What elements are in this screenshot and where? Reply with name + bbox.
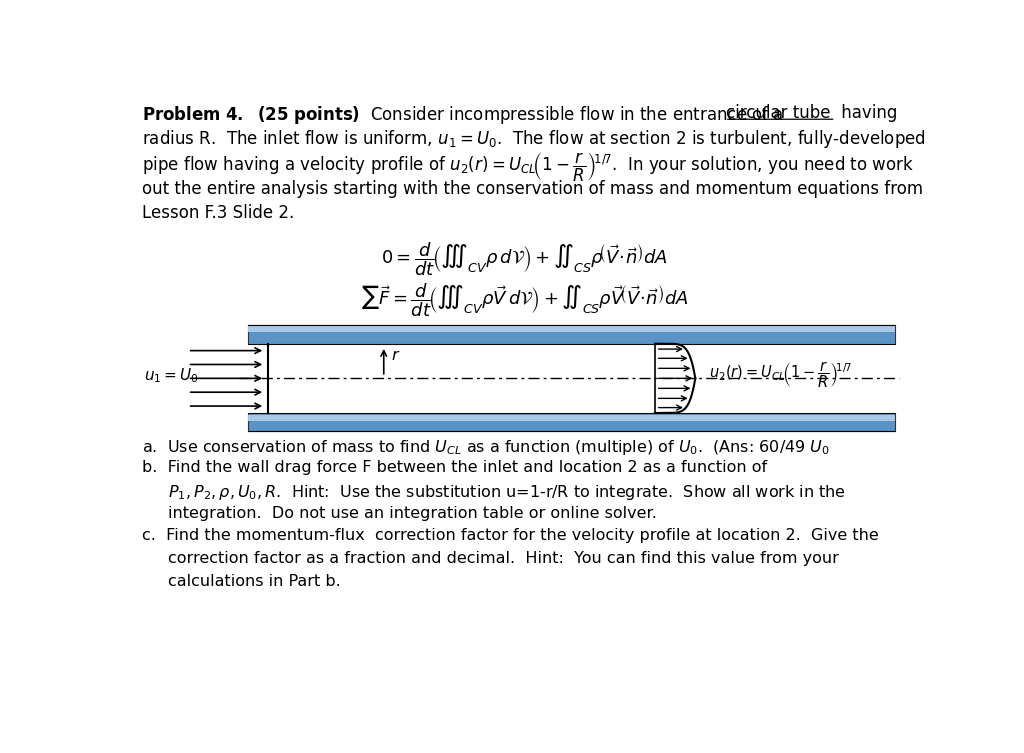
Bar [248, 343, 895, 413]
Text: circular tube: circular tube [726, 104, 830, 122]
Text: b.  Find the wall drag force F between the inlet and location 2 as a function of: b. Find the wall drag force F between th… [142, 460, 767, 475]
Text: a.  Use conservation of mass to find $U_{CL}$ as a function (multiple) of $U_0$.: a. Use conservation of mass to find $U_{… [142, 437, 829, 456]
Text: Lesson F.3 Slide 2.: Lesson F.3 Slide 2. [142, 203, 294, 221]
Text: correction factor as a fraction and decimal.  Hint:  You can find this value fro: correction factor as a fraction and deci… [168, 551, 840, 566]
Text: $P_1, P_2, \rho, U_0, R$.  Hint:  Use the substitution u=1-r/R to integrate.  Sh: $P_1, P_2, \rho, U_0, R$. Hint: Use the … [168, 483, 846, 502]
Text: radius R.  The inlet flow is uniform, $u_1 = U_0$.  The flow at section 2 is tur: radius R. The inlet flow is uniform, $u_… [142, 128, 926, 150]
Text: $u_2(r) = U_{CL}\!\left(1-\dfrac{r}{R}\right)^{\!1/7}$: $u_2(r) = U_{CL}\!\left(1-\dfrac{r}{R}\r… [710, 359, 852, 390]
Bar [248, 413, 895, 431]
Text: $u_1 = U_0$: $u_1 = U_0$ [143, 367, 199, 386]
Bar [248, 325, 895, 331]
Text: having: having [836, 104, 897, 122]
Text: $\bf{Problem\ 4.}$  $\bf{(25\ points)}$  Consider incompressible flow in the ent: $\bf{Problem\ 4.}$ $\bf{(25\ points)}$ C… [142, 104, 785, 127]
Bar [248, 415, 895, 422]
Text: $r$: $r$ [391, 349, 400, 363]
Text: $\sum \vec{F} = \dfrac{d}{dt}\!\left(\iiint_{CV} \rho\vec{V} \, d\mathcal{V}\rig: $\sum \vec{F} = \dfrac{d}{dt}\!\left(\ii… [361, 282, 688, 319]
Text: calculations in Part b.: calculations in Part b. [168, 574, 341, 589]
Text: integration.  Do not use an integration table or online solver.: integration. Do not use an integration t… [168, 506, 657, 521]
Text: out the entire analysis starting with the conservation of mass and momentum equa: out the entire analysis starting with th… [142, 180, 923, 198]
Text: $0 = \dfrac{d}{dt}\!\left(\iiint_{CV} \rho \, d\mathcal{V}\right) + \iint_{CS} \: $0 = \dfrac{d}{dt}\!\left(\iiint_{CV} \r… [381, 240, 669, 278]
Bar [248, 325, 895, 343]
Text: pipe flow having a velocity profile of $u_2(r) = U_{CL}\!\left(1 - \dfrac{r}{R}\: pipe flow having a velocity profile of $… [142, 151, 914, 184]
Text: c.  Find the momentum-flux  correction factor for the velocity profile at locati: c. Find the momentum-flux correction fac… [142, 529, 879, 544]
